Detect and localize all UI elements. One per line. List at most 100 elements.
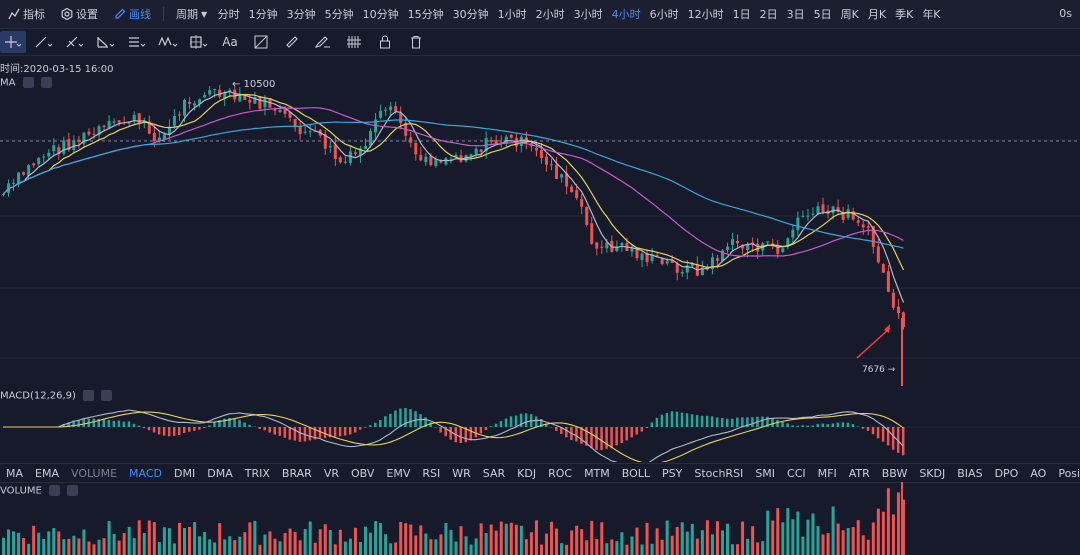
ma-close-icon[interactable] — [40, 77, 52, 88]
indicator-tab[interactable]: StochRSI — [694, 466, 744, 480]
period-option[interactable]: 3分钟 — [286, 8, 316, 21]
measure-tool[interactable] — [186, 31, 212, 53]
period-option[interactable]: 6小时 — [649, 8, 679, 21]
ray-tool[interactable] — [62, 31, 88, 53]
candle — [670, 259, 674, 264]
candle — [575, 190, 579, 199]
indicator-tab[interactable]: VOLUME — [70, 466, 118, 480]
indicator-tab[interactable]: BOLL — [621, 466, 651, 480]
macd-close-icon[interactable] — [101, 390, 113, 401]
volume-bar — [379, 523, 383, 555]
period-option[interactable]: 4小时 — [611, 8, 641, 21]
indicator-button[interactable]: 指标 — [0, 6, 53, 22]
indicator-tab[interactable]: SKDJ — [919, 466, 946, 480]
brush-tool[interactable] — [310, 31, 336, 53]
indicator-tab[interactable]: BRAR — [281, 466, 312, 480]
indicator-tab[interactable]: PSY — [662, 466, 683, 480]
volume-bar — [665, 520, 669, 555]
text-tool[interactable]: Aa — [222, 35, 238, 49]
period-dropdown[interactable]: 周期 ▼ — [176, 8, 208, 21]
candle — [871, 226, 875, 248]
indicator-tab[interactable]: WR — [452, 466, 471, 480]
candle — [132, 114, 136, 122]
period-option[interactable]: 季K — [895, 8, 914, 21]
indicator-tab[interactable]: TRIX — [244, 466, 270, 480]
volume-chart[interactable] — [0, 482, 1080, 555]
show-drawings-tool[interactable] — [341, 31, 367, 53]
macd-settings-icon[interactable] — [83, 390, 95, 401]
period-option[interactable]: 15分钟 — [407, 8, 444, 21]
period-option[interactable]: 3日 — [786, 8, 805, 21]
indicator-tab[interactable]: AO — [1030, 466, 1047, 480]
fib-tool[interactable] — [248, 31, 274, 53]
indicator-tab[interactable]: BIAS — [957, 466, 983, 480]
candle — [283, 107, 287, 114]
period-option[interactable]: 5分钟 — [324, 8, 354, 21]
indicator-tab[interactable]: MTM — [584, 466, 610, 480]
settings-button[interactable]: 设置 — [53, 6, 106, 22]
ruler-tool[interactable] — [279, 31, 305, 53]
volume-bar — [796, 511, 800, 555]
delete-drawings-tool[interactable] — [403, 31, 429, 53]
indicator-tab[interactable]: Position — [1058, 466, 1080, 480]
period-option[interactable]: 1小时 — [497, 8, 527, 21]
period-option[interactable]: 12小时 — [687, 8, 724, 21]
period-option[interactable]: 3小时 — [573, 8, 603, 21]
indicator-tab[interactable]: EMA — [35, 466, 59, 480]
period-option[interactable]: 10分钟 — [362, 8, 399, 21]
period-option[interactable]: 1日 — [732, 8, 751, 21]
lock-drawings-tool[interactable] — [372, 31, 398, 53]
macd-bar — [504, 418, 508, 427]
indicator-tab[interactable]: CCI — [787, 466, 806, 480]
indicator-tab[interactable]: VR — [323, 466, 339, 480]
period-option[interactable]: 1分钟 — [248, 8, 278, 21]
indicator-tab[interactable]: KDJ — [517, 466, 537, 480]
period-option[interactable]: 月K — [867, 8, 887, 21]
period-option[interactable]: 30分钟 — [452, 8, 489, 21]
candle — [494, 140, 498, 144]
volume-bar — [514, 524, 518, 555]
indicator-tab[interactable]: BBW — [881, 466, 908, 480]
macd-bar — [705, 415, 709, 427]
indicator-tab[interactable]: DMI — [174, 466, 196, 480]
volume-bar — [524, 539, 528, 555]
crosshair-icon — [5, 36, 21, 48]
parallel-lines-tool[interactable] — [124, 31, 150, 53]
macd-chart[interactable] — [0, 387, 1080, 462]
volume-settings-icon[interactable] — [49, 485, 61, 496]
volume-close-icon[interactable] — [67, 485, 79, 496]
indicator-tab[interactable]: SAR — [482, 466, 506, 480]
indicator-tab[interactable]: SMI — [755, 466, 776, 480]
indicator-tab[interactable]: RSI — [422, 466, 441, 480]
indicator-tab[interactable]: DPO — [994, 466, 1019, 480]
indicator-tab[interactable]: ATR — [848, 466, 870, 480]
indicator-tab[interactable]: EMV — [386, 466, 411, 480]
angle-tool[interactable] — [93, 31, 119, 53]
volume-bar — [172, 543, 176, 555]
volume-legend: VOLUME — [0, 485, 79, 497]
indicator-tab[interactable]: MFI — [817, 466, 837, 480]
period-option[interactable]: 年K — [922, 8, 941, 21]
period-option[interactable]: 分时 — [217, 8, 240, 21]
indicator-icon — [8, 8, 20, 20]
indicator-tab[interactable]: DMA — [207, 466, 233, 480]
indicator-tab[interactable]: ROC — [548, 466, 573, 480]
candle — [162, 134, 166, 139]
volume-bar — [404, 523, 408, 555]
indicator-tab[interactable]: MA — [6, 466, 24, 480]
trend-line-tool[interactable] — [31, 31, 57, 53]
period-option[interactable]: 2小时 — [535, 8, 565, 21]
period-option[interactable]: 5日 — [813, 8, 832, 21]
period-option[interactable]: 2日 — [759, 8, 778, 21]
wave-tool[interactable] — [155, 31, 181, 53]
candle — [454, 155, 458, 157]
ma-settings-icon[interactable] — [22, 77, 34, 88]
draw-line-button[interactable]: 画线 — [106, 6, 159, 22]
macd-bar — [374, 422, 377, 427]
crosshair-tool[interactable] — [0, 31, 26, 53]
indicator-tab[interactable]: OBV — [351, 466, 375, 480]
period-option[interactable]: 周K — [840, 8, 859, 21]
volume-bar — [630, 536, 634, 555]
indicator-tab[interactable]: MACD — [129, 466, 163, 480]
